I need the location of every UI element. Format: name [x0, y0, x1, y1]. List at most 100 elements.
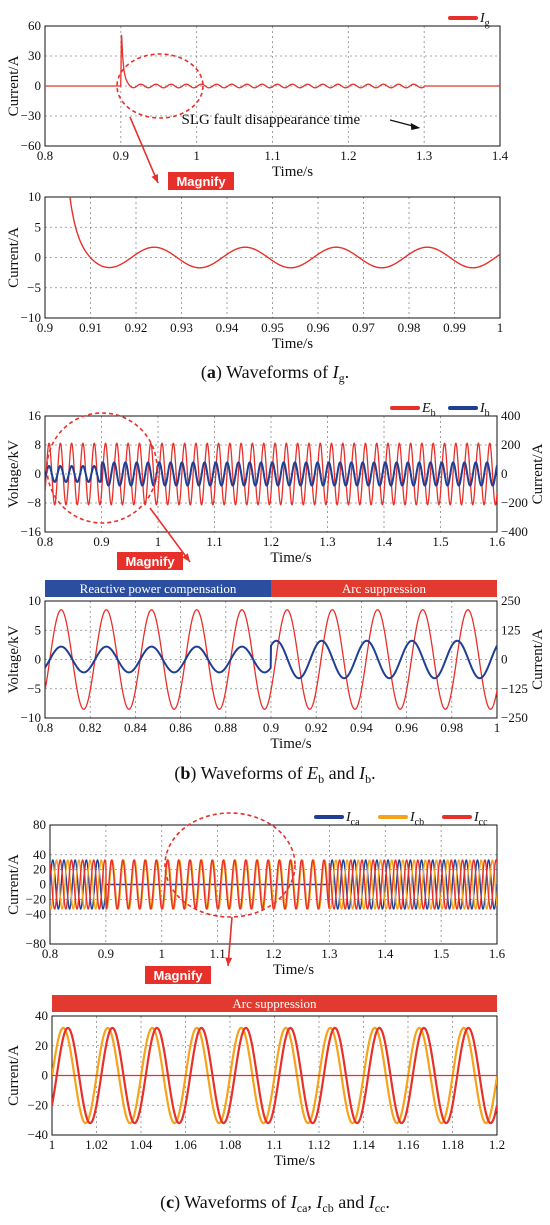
magnify-label: Magnify: [125, 554, 175, 569]
y-axis-label: Current/A: [6, 1045, 22, 1106]
x-tick-label: 1.2: [340, 148, 356, 163]
annotation-label: SLG fault disappearance time: [182, 112, 361, 128]
figure-caption: (c) Waveforms of Ica, Icb and Icc.: [160, 1192, 390, 1215]
y-tick-label: 40: [33, 847, 46, 862]
chart-a1: 0.8 0.9 1 1.1 1.2 1.3 1.4 60 30 0 −30 −60 Time/s Curr…: [6, 11, 509, 180]
x-tick-label: 0.8: [37, 534, 53, 549]
magnify-circle: [46, 412, 158, 524]
magnify-badge: [168, 172, 234, 190]
y-tick-label: 0: [35, 250, 42, 265]
series-group: [52, 1026, 497, 1125]
series-group: [45, 34, 500, 89]
x-tick-label: 1.2: [263, 534, 279, 549]
x-tick-label: 0.98: [398, 320, 421, 335]
y-axis-label: Voltage/kV: [6, 625, 22, 693]
grid: [45, 416, 497, 532]
magnify-badge: [145, 966, 211, 984]
y-right-tick-label: 0: [501, 466, 508, 481]
y-axis-label: Current/A: [6, 55, 22, 116]
series-group: [45, 609, 497, 710]
annotation-arrowhead: [410, 123, 421, 130]
magnify-circle: [164, 812, 296, 918]
x-tick-label: 0.96: [307, 320, 330, 335]
legend-label: Ib: [479, 401, 490, 419]
y-right-tick-label: 400: [501, 408, 521, 423]
magnify-arrow: [149, 507, 191, 563]
y-tick-label: −5: [27, 280, 41, 295]
y-tick-label: −40: [26, 906, 46, 921]
y-tick-label: 5: [35, 622, 42, 637]
x-tick-label: 1.14: [352, 1137, 375, 1152]
x-tick-label: 1.4: [377, 946, 394, 961]
y-tick-label: −16: [21, 524, 42, 539]
y-tick-label: 20: [35, 1038, 48, 1053]
y-tick-label: −80: [26, 936, 46, 951]
chart-a2: 0.9 0.91 0.92 0.93 0.94 0.95 0.96 0.97 0.98 0.99 1…: [6, 189, 504, 352]
x-tick-label: 1.4: [492, 148, 509, 163]
phase-banner: [271, 580, 497, 597]
y-axis-label-right: Current/A: [530, 443, 546, 504]
x-tick-label: 0.8: [42, 946, 58, 961]
x-tick-label: 0.93: [170, 320, 193, 335]
x-tick-label: 1.3: [319, 534, 335, 549]
x-tick-label: 1.02: [85, 1137, 108, 1152]
y-tick-label: −8: [27, 495, 41, 510]
series-line-ib: [45, 639, 497, 680]
y-tick-label: −10: [21, 710, 41, 725]
y-right-tick-label: 250: [501, 593, 521, 608]
y-right-tick-label: 125: [501, 622, 521, 637]
x-tick-label: 1.3: [321, 946, 337, 961]
x-tick-label: 0.8: [37, 148, 53, 163]
y-right-tick-label: −250: [501, 710, 528, 725]
y-tick-label: 60: [28, 18, 41, 33]
series-line-icc: [52, 1026, 497, 1125]
x-tick-label: 1.6: [489, 946, 506, 961]
x-tick-label: 1.5: [433, 946, 449, 961]
series-line-icb: [50, 859, 497, 910]
x-tick-label: 0.94: [216, 320, 239, 335]
x-tick-label: 0.96: [395, 720, 418, 735]
x-tick-label: 1: [193, 148, 200, 163]
x-tick-label: 0.82: [79, 720, 102, 735]
x-tick-label: 0.9: [263, 720, 279, 735]
x-tick-label: 1.4: [376, 534, 393, 549]
x-tick-label: 1.2: [489, 1137, 505, 1152]
x-axis-label: Time/s: [272, 164, 313, 180]
series-line-eb: [45, 609, 497, 710]
x-tick-label: 0.95: [261, 320, 284, 335]
x-tick-label: 0.99: [443, 320, 466, 335]
x-tick-label: 1.1: [266, 1137, 282, 1152]
x-tick-label: 1.1: [210, 946, 226, 961]
legend-label: Ig: [479, 11, 490, 29]
x-axis-label: Time/s: [270, 736, 311, 752]
x-tick-label: 1.04: [130, 1137, 153, 1152]
x-tick-label: 1: [497, 320, 504, 335]
x-tick-label: 1.3: [416, 148, 432, 163]
x-tick-label: 0.92: [305, 720, 328, 735]
x-axis-label: Time/s: [273, 962, 314, 978]
legend: Ig: [448, 11, 490, 29]
figure-caption: (b) Waveforms of Eb and Ib.: [174, 763, 375, 786]
x-tick-label: 0.88: [214, 720, 237, 735]
phase-banner: [45, 580, 271, 597]
x-tick-label: 1: [494, 720, 501, 735]
y-tick-label: 10: [28, 593, 41, 608]
magnify-arrowhead: [182, 553, 190, 562]
y-tick-label: 20: [33, 862, 46, 877]
y-tick-label: −20: [28, 1097, 48, 1112]
x-tick-label: 1.18: [441, 1137, 464, 1152]
y-axis-label: Current/A: [6, 227, 22, 288]
x-tick-label: 1.1: [206, 534, 222, 549]
chart-b2: Reactive power compensation Arc suppressi…: [6, 580, 546, 752]
series-line-ig: [45, 34, 500, 89]
figure-caption: (a) Waveforms of Ig.: [201, 362, 349, 385]
y-axis-label: Current/A: [6, 854, 22, 915]
x-tick-label: 0.97: [352, 320, 375, 335]
magnify-label: Magnify: [153, 968, 203, 983]
y-right-tick-label: −125: [501, 681, 528, 696]
plot-frame: [44, 415, 498, 533]
x-axis-label: Time/s: [270, 550, 311, 566]
x-tick-label: 0.8: [37, 720, 53, 735]
